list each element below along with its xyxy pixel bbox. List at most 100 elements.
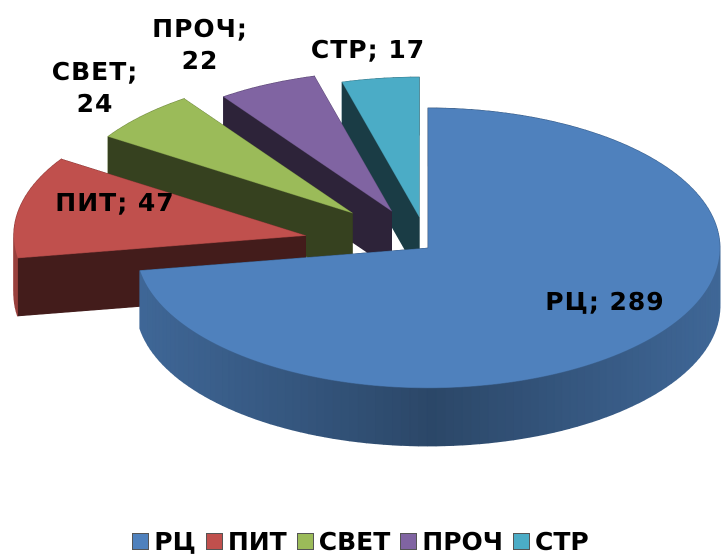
slice-side [504, 381, 514, 442]
slice-side [162, 305, 167, 370]
slice-side [409, 387, 420, 447]
slice-side [277, 367, 286, 429]
slice-side [357, 383, 368, 444]
slice-side [15, 253, 18, 317]
slice [107, 98, 353, 214]
slice-side [650, 334, 657, 398]
data-label: ПИТ; 47 [55, 188, 175, 217]
slice-side [248, 357, 257, 420]
slice-side [479, 384, 489, 445]
slice-side [695, 298, 701, 363]
slice-side [418, 387, 428, 447]
slice-side [655, 331, 662, 395]
slice-side [324, 378, 334, 439]
slice-side [152, 293, 157, 358]
slice-side [269, 365, 278, 427]
slice-side [316, 376, 326, 438]
slice-side [383, 385, 393, 446]
slice-side [155, 297, 160, 362]
slice-side [702, 290, 706, 355]
slice-side [234, 352, 243, 415]
legend-label: ПРОЧ [422, 526, 503, 556]
slice-side [644, 338, 651, 401]
slice-side [400, 386, 411, 447]
legend-item: ПИТ [205, 526, 287, 556]
data-label: СТР; 17 [310, 35, 426, 64]
slice-side [537, 375, 547, 437]
slice-side [255, 360, 264, 423]
slice-side [470, 385, 480, 445]
slice-side [545, 373, 555, 435]
slice-side [666, 324, 672, 388]
slice-side [561, 369, 571, 431]
slice-side [605, 355, 614, 418]
slice-side [553, 371, 563, 433]
legend-label: РЦ [154, 526, 196, 556]
legend-label: ПИТ [227, 526, 287, 556]
slice-side [638, 341, 646, 404]
slice [139, 107, 721, 389]
slice-side [149, 289, 154, 355]
slice-side [660, 328, 667, 391]
slice-side [680, 313, 686, 378]
slice-side [612, 352, 621, 415]
legend-item: РЦ [132, 526, 196, 556]
slice-side [308, 375, 318, 436]
slice-side [444, 387, 454, 447]
slice-side [340, 381, 351, 442]
slice-side [178, 320, 185, 384]
slice-side [584, 363, 593, 425]
legend-label: СВЕТ [318, 526, 391, 556]
slice-side [692, 302, 697, 367]
slice-side [632, 344, 640, 407]
slice-side [166, 309, 171, 373]
slice-side [262, 362, 271, 425]
slice-side [349, 382, 359, 443]
legend-label: СТР [534, 526, 589, 556]
slice-side [284, 369, 294, 431]
slice-side [188, 327, 195, 391]
slice [341, 76, 420, 219]
slice-side [521, 378, 531, 440]
slice-side [174, 316, 180, 381]
legend-swatch [132, 532, 150, 550]
slice-side [598, 358, 607, 420]
legend-swatch [512, 532, 530, 550]
slice-side [435, 387, 446, 447]
slice-side [461, 386, 472, 446]
legend-item: ПРОЧ [400, 526, 503, 556]
slice-side [292, 371, 302, 433]
slice-side [198, 334, 206, 397]
slice-side [591, 360, 600, 423]
slice-side [496, 382, 506, 443]
data-label: РЦ; 289 [545, 287, 665, 316]
slice-side [569, 367, 578, 429]
slice-side [671, 320, 677, 385]
data-label: ПРОЧ; 22 [152, 14, 248, 75]
slice-side [576, 365, 586, 427]
slice [222, 75, 392, 212]
slice-side [684, 309, 690, 374]
slice-side [513, 380, 523, 441]
legend-item: СТР [512, 526, 589, 556]
slice-side [183, 324, 190, 388]
slice-side [625, 347, 633, 410]
legend-item: СВЕТ [296, 526, 391, 556]
legend-swatch [296, 532, 314, 550]
slice-side [241, 355, 250, 418]
legend-swatch [400, 532, 418, 550]
slice-side [222, 346, 230, 409]
slice-side [699, 294, 704, 359]
slice-side [158, 301, 164, 366]
slice-side [688, 306, 694, 370]
legend-swatch [205, 532, 223, 550]
slice-side [453, 386, 463, 446]
slice-side [210, 340, 217, 404]
slice-side [529, 377, 539, 438]
slice-side [170, 313, 176, 377]
data-label: СВЕТ; 24 [51, 57, 139, 118]
slice-side [300, 373, 309, 435]
legend: РЦ ПИТ СВЕТ ПРОЧ СТР [0, 526, 721, 556]
